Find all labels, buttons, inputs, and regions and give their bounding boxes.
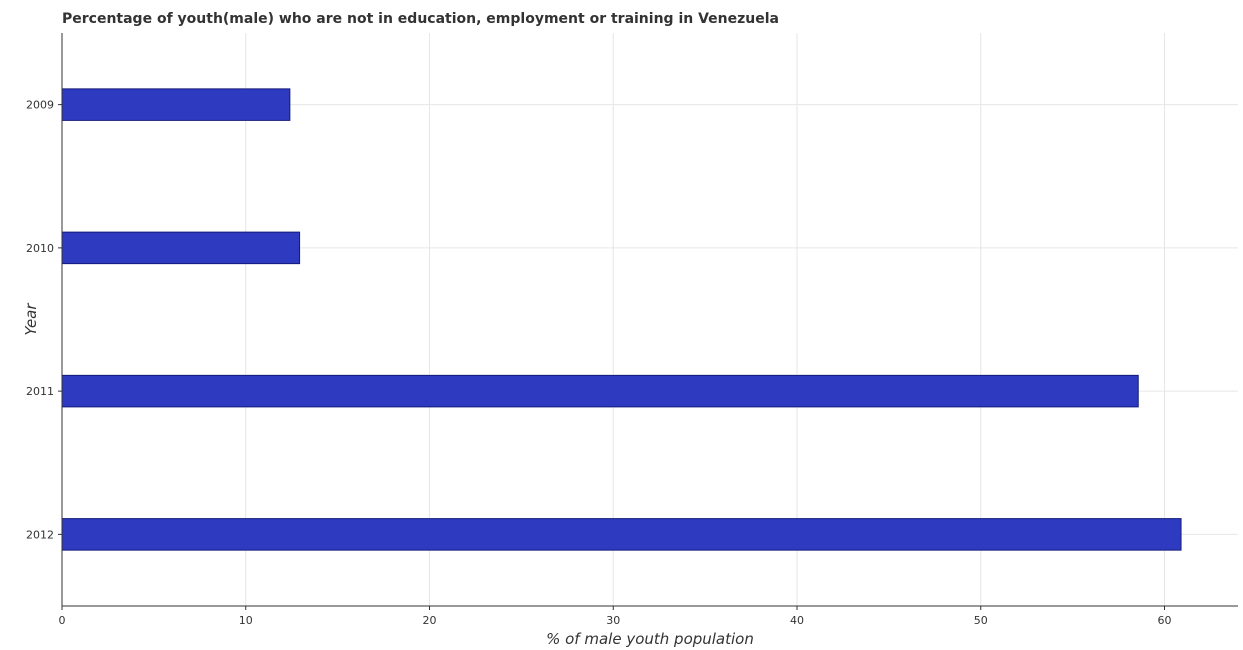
x-tick-label-10: 10 xyxy=(239,614,253,627)
y-tick-label-2012: 2012 xyxy=(26,528,54,541)
y-tick-label-2011: 2011 xyxy=(26,385,54,398)
bar-2011 xyxy=(61,374,1139,408)
bar-2010 xyxy=(61,231,301,265)
chart-title: Percentage of youth(male) who are not in… xyxy=(62,11,779,27)
axes xyxy=(61,33,1238,607)
x-axis-label: % of male youth population xyxy=(546,630,754,648)
x-tick-label-20: 20 xyxy=(423,614,437,627)
bar-2009 xyxy=(61,88,291,121)
y-tick-label-2010: 2010 xyxy=(26,242,54,255)
y-axis-label: Year xyxy=(22,303,40,336)
x-tick-labels: 0 10 20 30 40 50 60 xyxy=(59,606,1172,627)
bar-2012 xyxy=(61,518,1182,551)
y-tick-labels: 2009 2010 2011 2012 xyxy=(26,99,62,541)
bars xyxy=(61,88,1182,551)
x-tick-label-40: 40 xyxy=(790,614,804,627)
x-tick-label-0: 0 xyxy=(59,614,66,627)
x-tick-label-60: 60 xyxy=(1158,614,1172,627)
x-tick-label-30: 30 xyxy=(606,614,620,627)
y-tick-label-2009: 2009 xyxy=(26,99,54,112)
x-tick-label-50: 50 xyxy=(974,614,988,627)
